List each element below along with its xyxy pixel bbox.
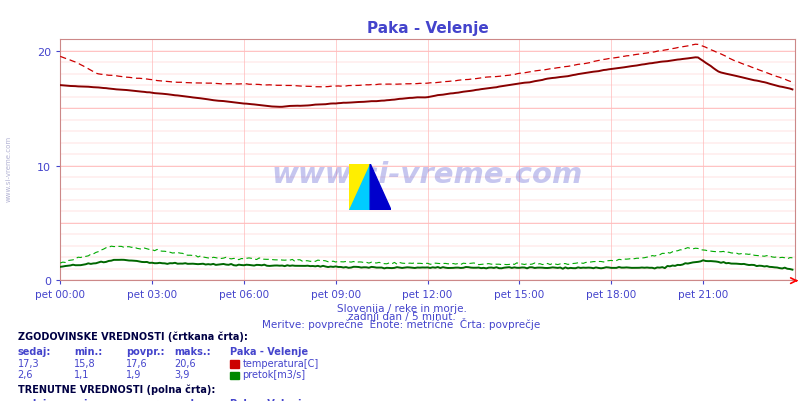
Text: povpr.:: povpr.: [126, 398, 164, 401]
Text: temperatura[C]: temperatura[C] [242, 358, 318, 368]
Text: 15,8: 15,8 [74, 358, 95, 368]
Text: 2,6: 2,6 [18, 369, 33, 379]
Text: Slovenija / reke in morje.: Slovenija / reke in morje. [336, 303, 466, 313]
Polygon shape [349, 164, 370, 211]
Text: ZGODOVINSKE VREDNOSTI (črtkana črta):: ZGODOVINSKE VREDNOSTI (črtkana črta): [18, 330, 247, 341]
Text: sedaj:: sedaj: [18, 398, 51, 401]
Text: maks.:: maks.: [174, 346, 211, 356]
Text: 1,1: 1,1 [74, 369, 89, 379]
Text: min.:: min.: [74, 398, 102, 401]
Polygon shape [370, 164, 391, 211]
Text: 1,9: 1,9 [126, 369, 141, 379]
Text: www.si-vreme.com: www.si-vreme.com [272, 161, 582, 189]
Text: zadnji dan / 5 minut.: zadnji dan / 5 minut. [347, 311, 455, 321]
Text: Meritve: povprečne  Enote: metrične  Črta: povprečje: Meritve: povprečne Enote: metrične Črta:… [262, 317, 540, 329]
Text: povpr.:: povpr.: [126, 346, 164, 356]
Text: Paka - Velenje: Paka - Velenje [230, 398, 308, 401]
Text: min.:: min.: [74, 346, 102, 356]
Text: TRENUTNE VREDNOSTI (polna črta):: TRENUTNE VREDNOSTI (polna črta): [18, 383, 215, 394]
Text: 17,6: 17,6 [126, 358, 148, 368]
Text: 20,6: 20,6 [174, 358, 196, 368]
Title: Paka - Velenje: Paka - Velenje [367, 21, 488, 36]
Text: Paka - Velenje: Paka - Velenje [230, 346, 308, 356]
Text: www.si-vreme.com: www.si-vreme.com [6, 136, 11, 201]
Polygon shape [349, 164, 370, 211]
Text: 3,9: 3,9 [174, 369, 189, 379]
Text: 17,3: 17,3 [18, 358, 39, 368]
Text: pretok[m3/s]: pretok[m3/s] [242, 369, 306, 379]
Text: maks.:: maks.: [174, 398, 211, 401]
Text: sedaj:: sedaj: [18, 346, 51, 356]
